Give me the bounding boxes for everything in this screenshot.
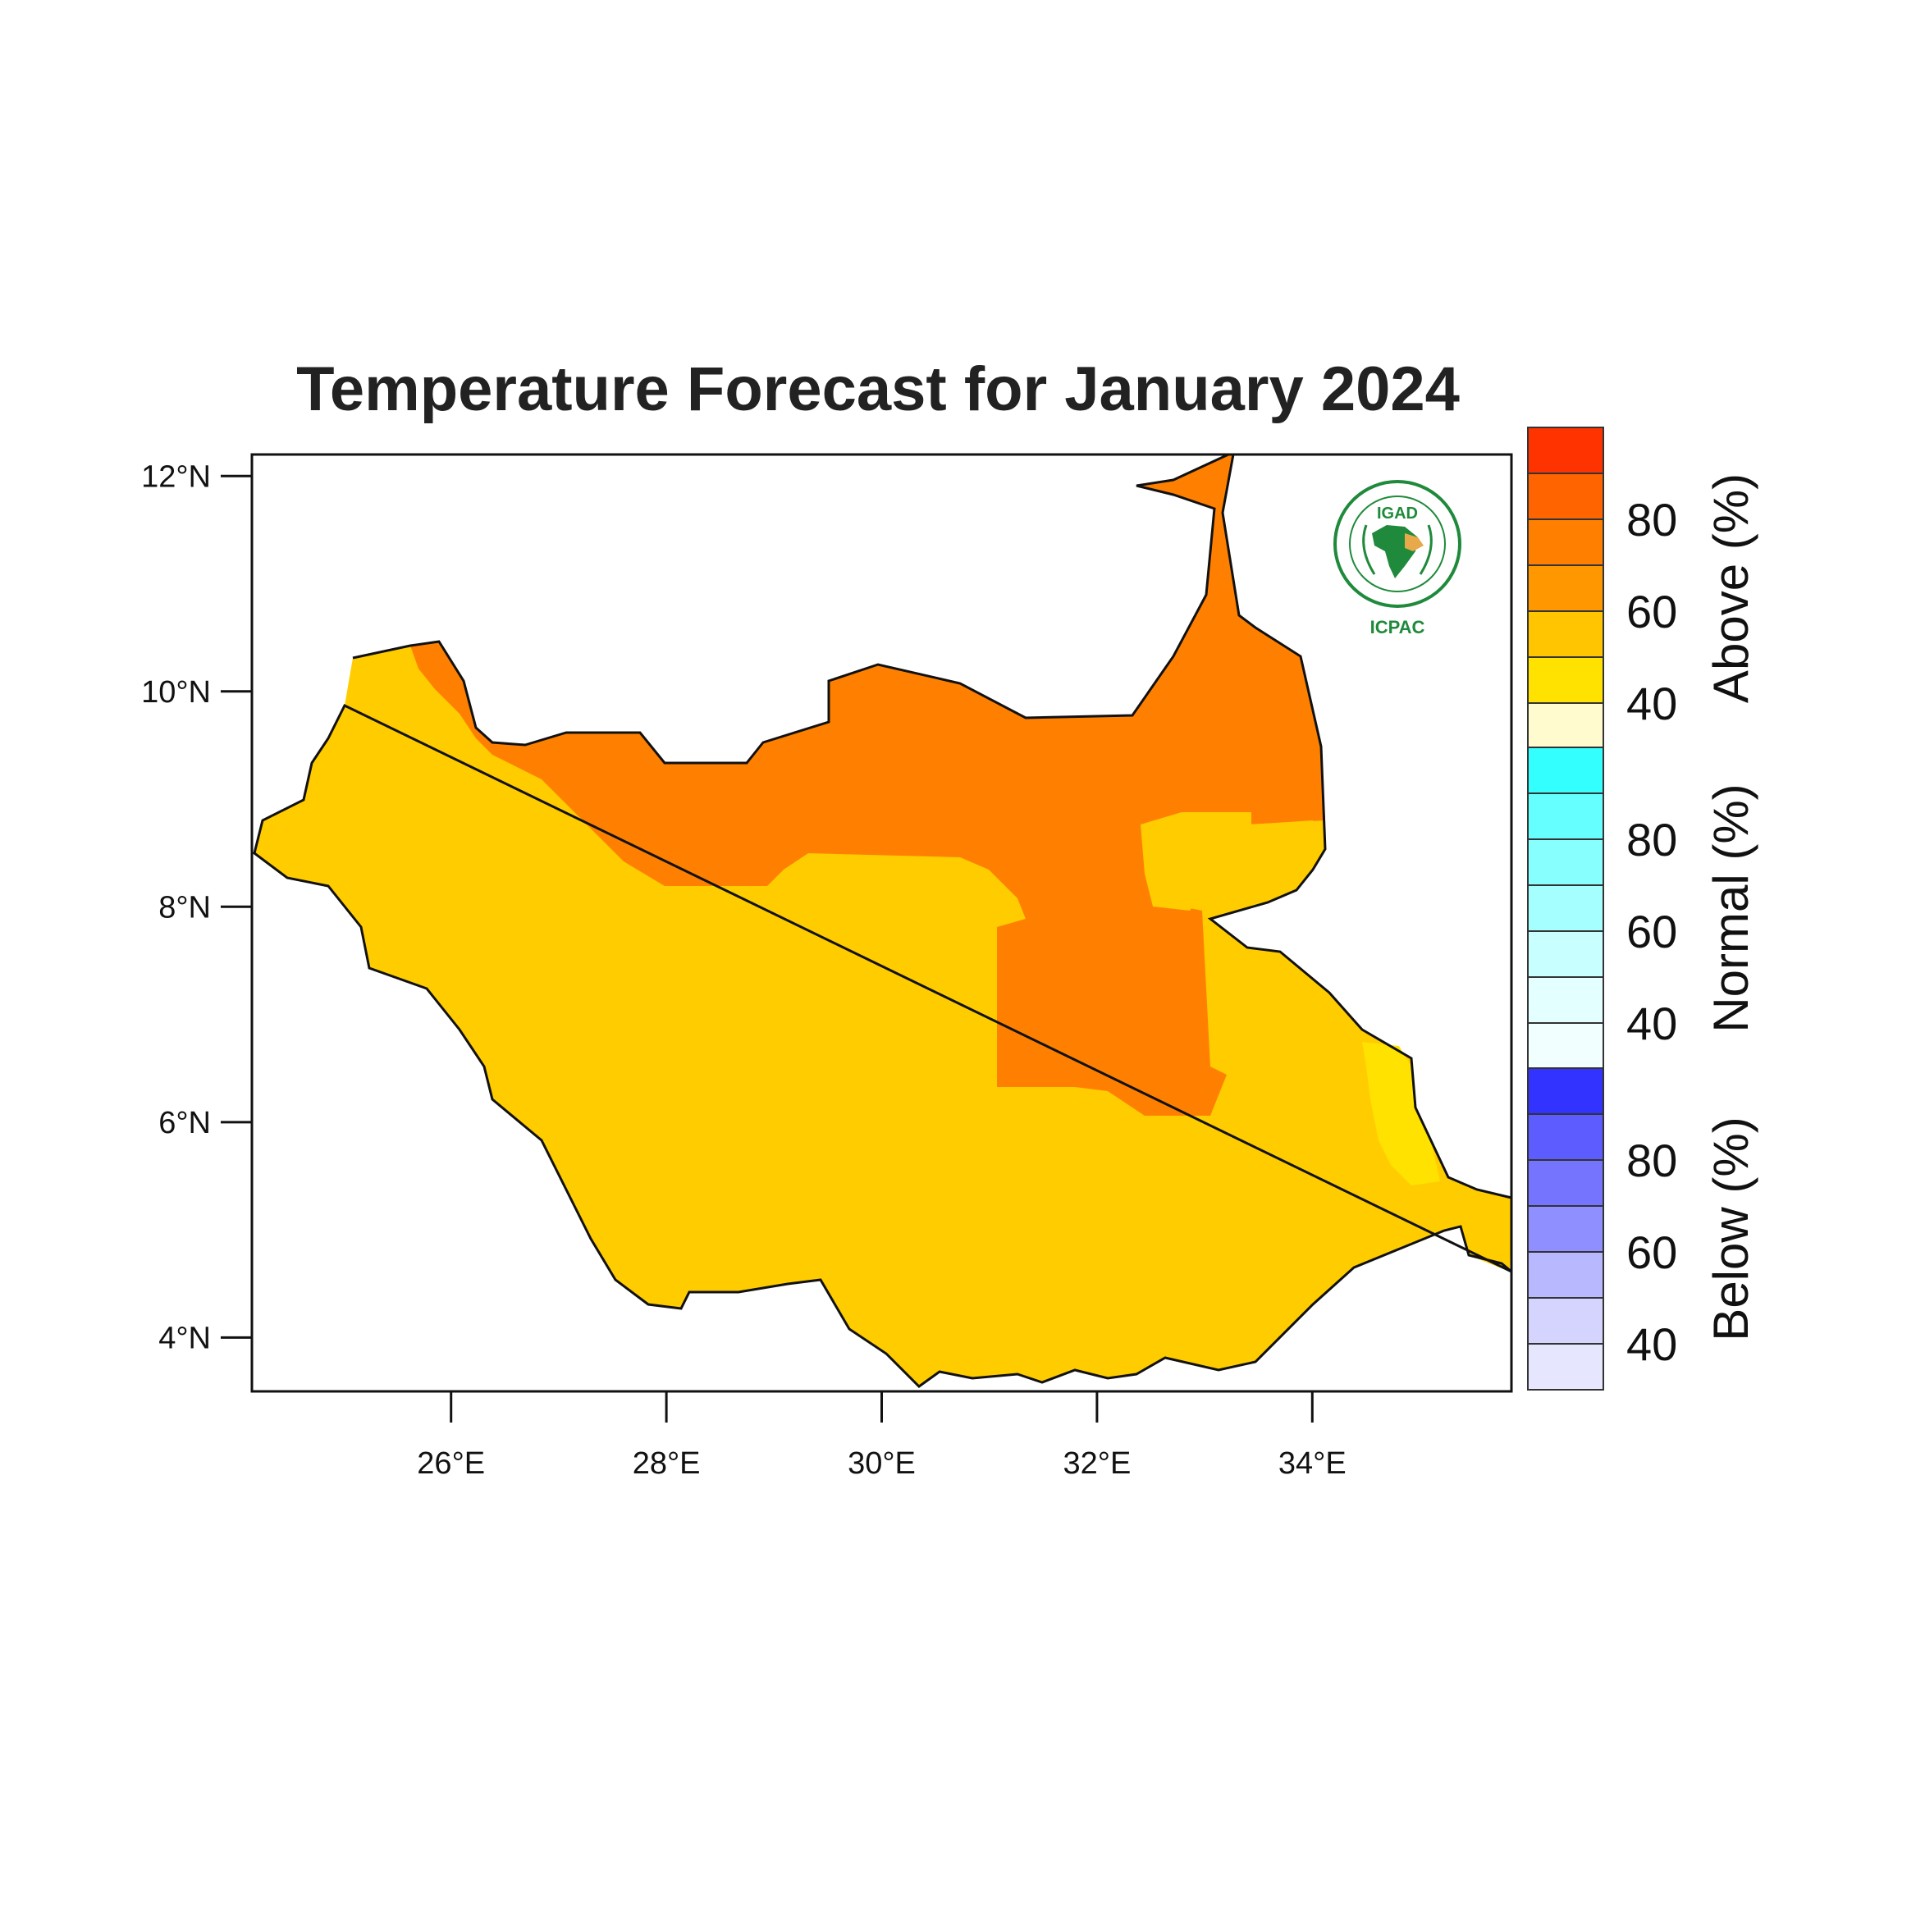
colorbar-cell <box>1527 747 1604 794</box>
logo-icpac-text: ICPAC <box>1370 617 1425 637</box>
colorbar-cell <box>1527 702 1604 750</box>
colorbar-cell <box>1527 610 1604 658</box>
lon-tick-label: 28°E <box>633 1446 701 1481</box>
colorbar-tick-label: 40 <box>1626 998 1677 1049</box>
colorbar-tick-label: 80 <box>1626 814 1677 866</box>
colorbar-cell <box>1527 518 1604 566</box>
logo-igad-text: IGAD <box>1377 505 1418 523</box>
colorbar-cell <box>1527 930 1604 978</box>
latitude-axis: 12°N 10°N 8°N 6°N 4°N <box>141 459 252 1355</box>
country-border <box>253 453 1512 1388</box>
colorbar-cell <box>1527 1022 1604 1070</box>
laurel-left-icon <box>1362 524 1376 575</box>
lon-tick-label: 34°E <box>1278 1446 1347 1481</box>
colorbar-group-label: Normal (%) <box>1703 783 1758 1032</box>
colorbar-cell <box>1527 1297 1604 1345</box>
horn-of-africa-icon <box>1405 533 1424 551</box>
colorbar-cell <box>1527 792 1604 840</box>
colorbar: 80 60 40 Above (%) 80 60 40 Normal (%) 80 60 40 Bel… <box>1527 427 1758 1391</box>
colorbar-cell <box>1527 473 1604 520</box>
lat-tick-label: 8°N <box>158 890 211 925</box>
colorbar-tick-label: 80 <box>1626 494 1677 546</box>
colorbar-tick-label: 60 <box>1626 586 1677 637</box>
lat-tick-label: 4°N <box>158 1321 211 1355</box>
chart-title: Temperature Forecast for January 2024 <box>296 354 1460 424</box>
region-above-yellow-patch <box>1141 812 1317 911</box>
lon-tick-label: 32°E <box>1063 1446 1131 1481</box>
colorbar-cell <box>1527 427 1604 474</box>
lat-tick-label: 10°N <box>141 675 211 710</box>
lon-tick-label: 26°E <box>417 1446 485 1481</box>
colorbar-cell <box>1527 1067 1604 1115</box>
lat-tick-label: 12°N <box>141 459 211 494</box>
lat-tick-label: 6°N <box>158 1106 211 1140</box>
lon-tick-label: 30°E <box>848 1446 916 1481</box>
colorbar-group-label: Above (%) <box>1703 473 1758 703</box>
colorbar-tick-label: 40 <box>1626 1318 1677 1370</box>
colorbar-cell <box>1527 976 1604 1024</box>
colorbar-tick-label: 80 <box>1626 1135 1677 1186</box>
region-above-light-yellow <box>1362 1042 1440 1185</box>
logo-inner-ring <box>1349 496 1446 592</box>
colorbar-cell <box>1527 1113 1604 1161</box>
colorbar-tick-label: 40 <box>1626 678 1677 729</box>
colorbar-cell <box>1527 564 1604 612</box>
colorbar-cell <box>1527 656 1604 704</box>
colorbar-cell <box>1527 884 1604 932</box>
map-layer <box>253 453 1512 1388</box>
colorbar-group-label: Below (%) <box>1703 1117 1758 1341</box>
igad-icpac-logo: IGAD ICPAC <box>1333 480 1461 637</box>
colorbar-tick-label: 60 <box>1626 906 1677 957</box>
colorbar-tick-label: 60 <box>1626 1226 1677 1278</box>
colorbar-cell <box>1527 1159 1604 1207</box>
laurel-right-icon <box>1419 524 1433 575</box>
colorbar-cell <box>1527 1343 1604 1391</box>
colorbar-cell <box>1527 1251 1604 1299</box>
colorbar-cell <box>1527 838 1604 886</box>
region-above-orange <box>410 454 1325 1116</box>
colorbar-cell <box>1527 1205 1604 1253</box>
longitude-axis: 26°E 28°E 30°E 32°E 34°E <box>417 1391 1347 1481</box>
